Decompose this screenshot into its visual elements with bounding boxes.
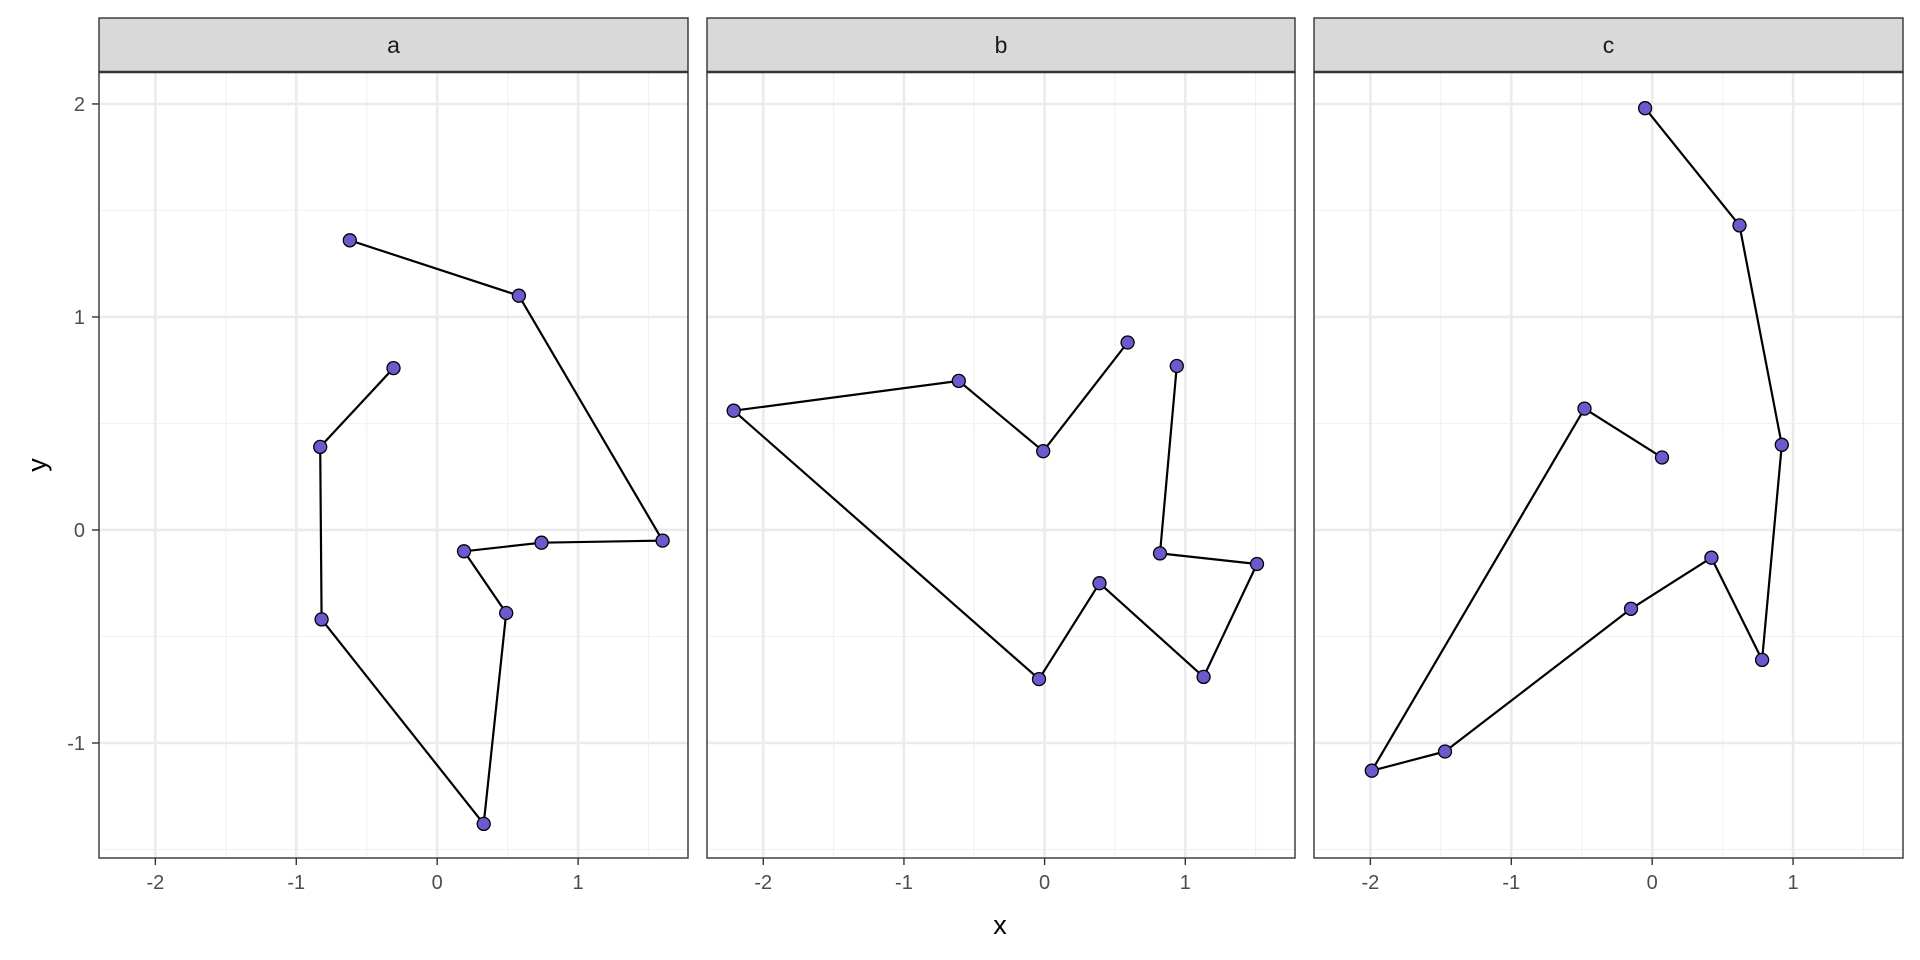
facet-strip: [706, 17, 1296, 73]
x-tick-label: 0: [432, 872, 443, 894]
data-point: [1092, 576, 1107, 591]
data-point: [1774, 437, 1789, 452]
panel-background: [1314, 72, 1903, 858]
y-axis-ticks: -1 0 1 2: [67, 94, 99, 755]
x-tick-label: -1: [1502, 872, 1520, 894]
x-tick-label: 1: [1180, 872, 1191, 894]
data-point: [1623, 601, 1639, 616]
facet-strip-label: b: [995, 32, 1008, 58]
x-tick-label: 0: [1039, 872, 1050, 894]
x-tick-label: 1: [573, 872, 584, 894]
data-point: [726, 403, 741, 418]
data-point: [456, 544, 472, 559]
data-point: [476, 816, 491, 832]
data-point: [1754, 652, 1770, 668]
data-point: [534, 535, 549, 550]
data-point: [1249, 556, 1265, 572]
data-point: [499, 605, 514, 621]
facet-strip: [98, 17, 689, 73]
x-tick-label: -2: [754, 872, 772, 894]
data-point: [951, 373, 966, 389]
x-tick-label: 0: [1647, 872, 1658, 894]
data-point: [1437, 744, 1453, 759]
data-point: [1577, 401, 1592, 416]
y-tick-label: 0: [74, 520, 85, 542]
x-tick-label: -1: [287, 872, 305, 894]
data-point: [1196, 669, 1211, 685]
data-point: [1732, 218, 1747, 233]
data-point: [342, 233, 357, 248]
x-tick-label: 1: [1788, 872, 1799, 894]
data-point: [1364, 763, 1379, 778]
data-point: [1654, 450, 1670, 465]
x-tick-label: -2: [146, 872, 164, 894]
series-line: [319, 239, 664, 825]
data-point: [313, 439, 328, 455]
series-line: [732, 341, 1259, 681]
data-point: [314, 612, 329, 627]
panel-background: [99, 72, 688, 858]
panel-background: [707, 72, 1295, 858]
data-point: [1036, 444, 1051, 459]
x-tick-label: -2: [1361, 872, 1379, 894]
y-tick-label: 1: [74, 307, 85, 329]
y-axis-title: y: [22, 458, 52, 472]
x-axis-ticks: -2 -1 0 1 -2 -1 0 1 -2 -1 0 1: [146, 858, 1799, 894]
x-tick-label: -1: [895, 872, 913, 894]
panel-c: c: [1313, 17, 1904, 859]
chart-panels: a b c: [98, 17, 1904, 859]
y-tick-label: 2: [74, 94, 85, 116]
data-point: [1169, 358, 1184, 374]
panel-b: b: [706, 17, 1296, 859]
data-point: [386, 360, 401, 376]
data-point: [1031, 671, 1047, 687]
facet-strip-label: a: [387, 32, 400, 58]
y-tick-label: -1: [67, 733, 85, 755]
data-point: [1637, 101, 1653, 116]
data-point: [655, 533, 670, 548]
data-point: [1704, 550, 1719, 565]
x-axis-title: x: [993, 910, 1007, 940]
data-point: [1152, 546, 1168, 561]
data-point: [1120, 335, 1135, 350]
series-line: [1370, 107, 1783, 772]
panel-a: a: [98, 17, 689, 859]
data-point: [511, 288, 527, 303]
facet-strip-label: c: [1603, 32, 1615, 58]
